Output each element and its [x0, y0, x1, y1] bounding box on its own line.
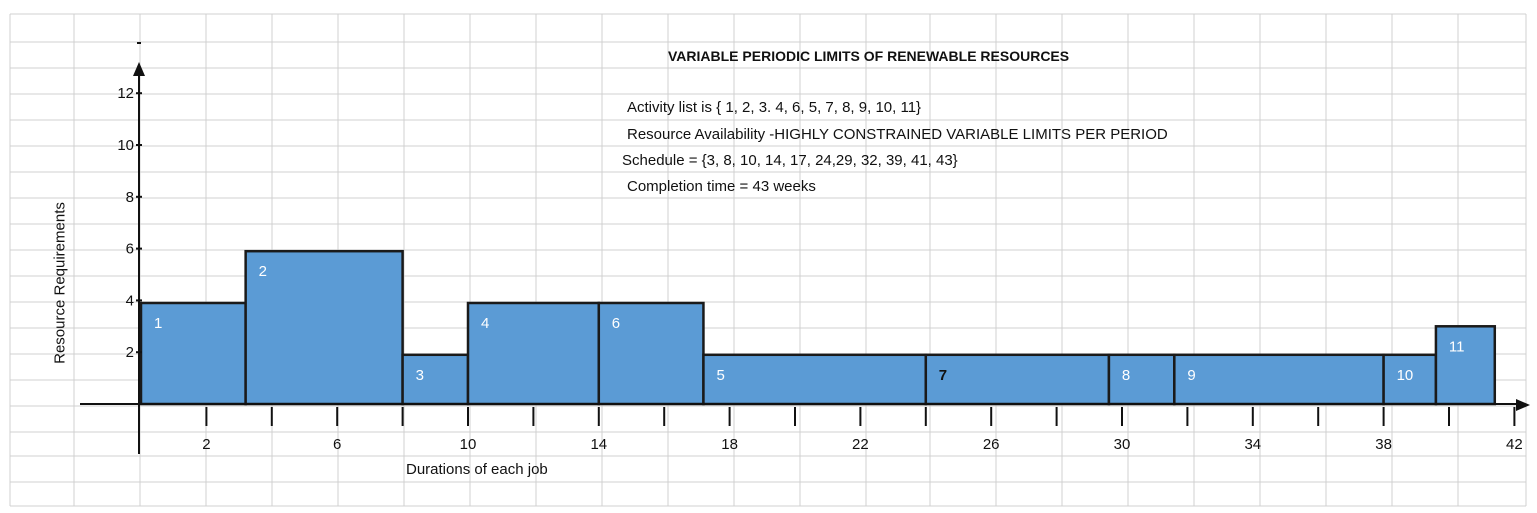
- spreadsheet-grid: [9, 13, 1527, 507]
- y-axis-label: Resource Requirements: [51, 202, 69, 364]
- note-completion-time: Completion time = 43 weeks: [627, 178, 816, 195]
- y-tick-label: 6: [126, 241, 134, 258]
- note-resource-availability: Resource Availability -HIGHLY CONSTRAINE…: [627, 126, 1168, 143]
- bar-job-2: [244, 249, 404, 406]
- bar-job-7: [924, 353, 1111, 406]
- bar-job-6: [597, 301, 705, 406]
- y-tick-label: 8: [126, 189, 134, 206]
- x-axis-arrow-icon: [1516, 399, 1530, 411]
- x-tick-label: 2: [202, 436, 210, 453]
- bar-label-job-10: 10: [1397, 367, 1414, 384]
- bar-job-4: [466, 301, 601, 406]
- bar-label-job-7: 7: [939, 367, 947, 384]
- y-tick-label: 10: [117, 137, 134, 154]
- x-axis-label: Durations of each job: [406, 461, 548, 478]
- bar-job-10: [1382, 353, 1438, 406]
- x-tick-label: 6: [333, 436, 341, 453]
- x-tick-label: 34: [1244, 436, 1261, 453]
- bar-job-5: [702, 353, 928, 406]
- x-tick-label: 38: [1375, 436, 1392, 453]
- bar-job-11: [1434, 325, 1497, 406]
- bar-group: 1 2 3 4 6 5 7 8 9 10 11: [139, 249, 1497, 406]
- bar-job-3: [401, 353, 470, 406]
- x-tick-label: 26: [983, 436, 1000, 453]
- bar-label-job-3: 3: [416, 367, 424, 384]
- x-tick-label: 18: [721, 436, 738, 453]
- y-tick-label: 12: [117, 85, 134, 102]
- y-tick-label: 4: [126, 292, 134, 309]
- x-tick-label: 42: [1506, 436, 1523, 453]
- bar-label-job-1: 1: [154, 315, 162, 332]
- bar-label-job-11: 11: [1449, 338, 1465, 355]
- bar-job-8: [1107, 353, 1176, 406]
- bar-label-job-8: 8: [1122, 367, 1130, 384]
- bar-label-job-5: 5: [716, 367, 724, 384]
- bar-label-job-9: 9: [1187, 367, 1195, 384]
- x-tick-label: 22: [852, 436, 869, 453]
- bar-label-job-4: 4: [481, 315, 489, 332]
- x-tick-label: 14: [590, 436, 607, 453]
- bar-label-job-2: 2: [259, 263, 267, 280]
- bar-job-9: [1173, 353, 1385, 406]
- y-tick-label: 2: [126, 344, 134, 361]
- x-tick-label: 10: [460, 436, 477, 453]
- note-schedule: Schedule = {3, 8, 10, 14, 17, 24,29, 32,…: [622, 152, 958, 169]
- note-activity-list: Activity list is { 1, 2, 3. 4, 6, 5, 7, …: [627, 99, 922, 116]
- x-tick-label: 30: [1114, 436, 1131, 453]
- axes: [80, 42, 1530, 454]
- y-axis-arrow-icon: [133, 62, 145, 76]
- chart-title: VARIABLE PERIODIC LIMITS OF RENEWABLE RE…: [668, 48, 1070, 64]
- bar-label-job-6: 6: [612, 315, 620, 332]
